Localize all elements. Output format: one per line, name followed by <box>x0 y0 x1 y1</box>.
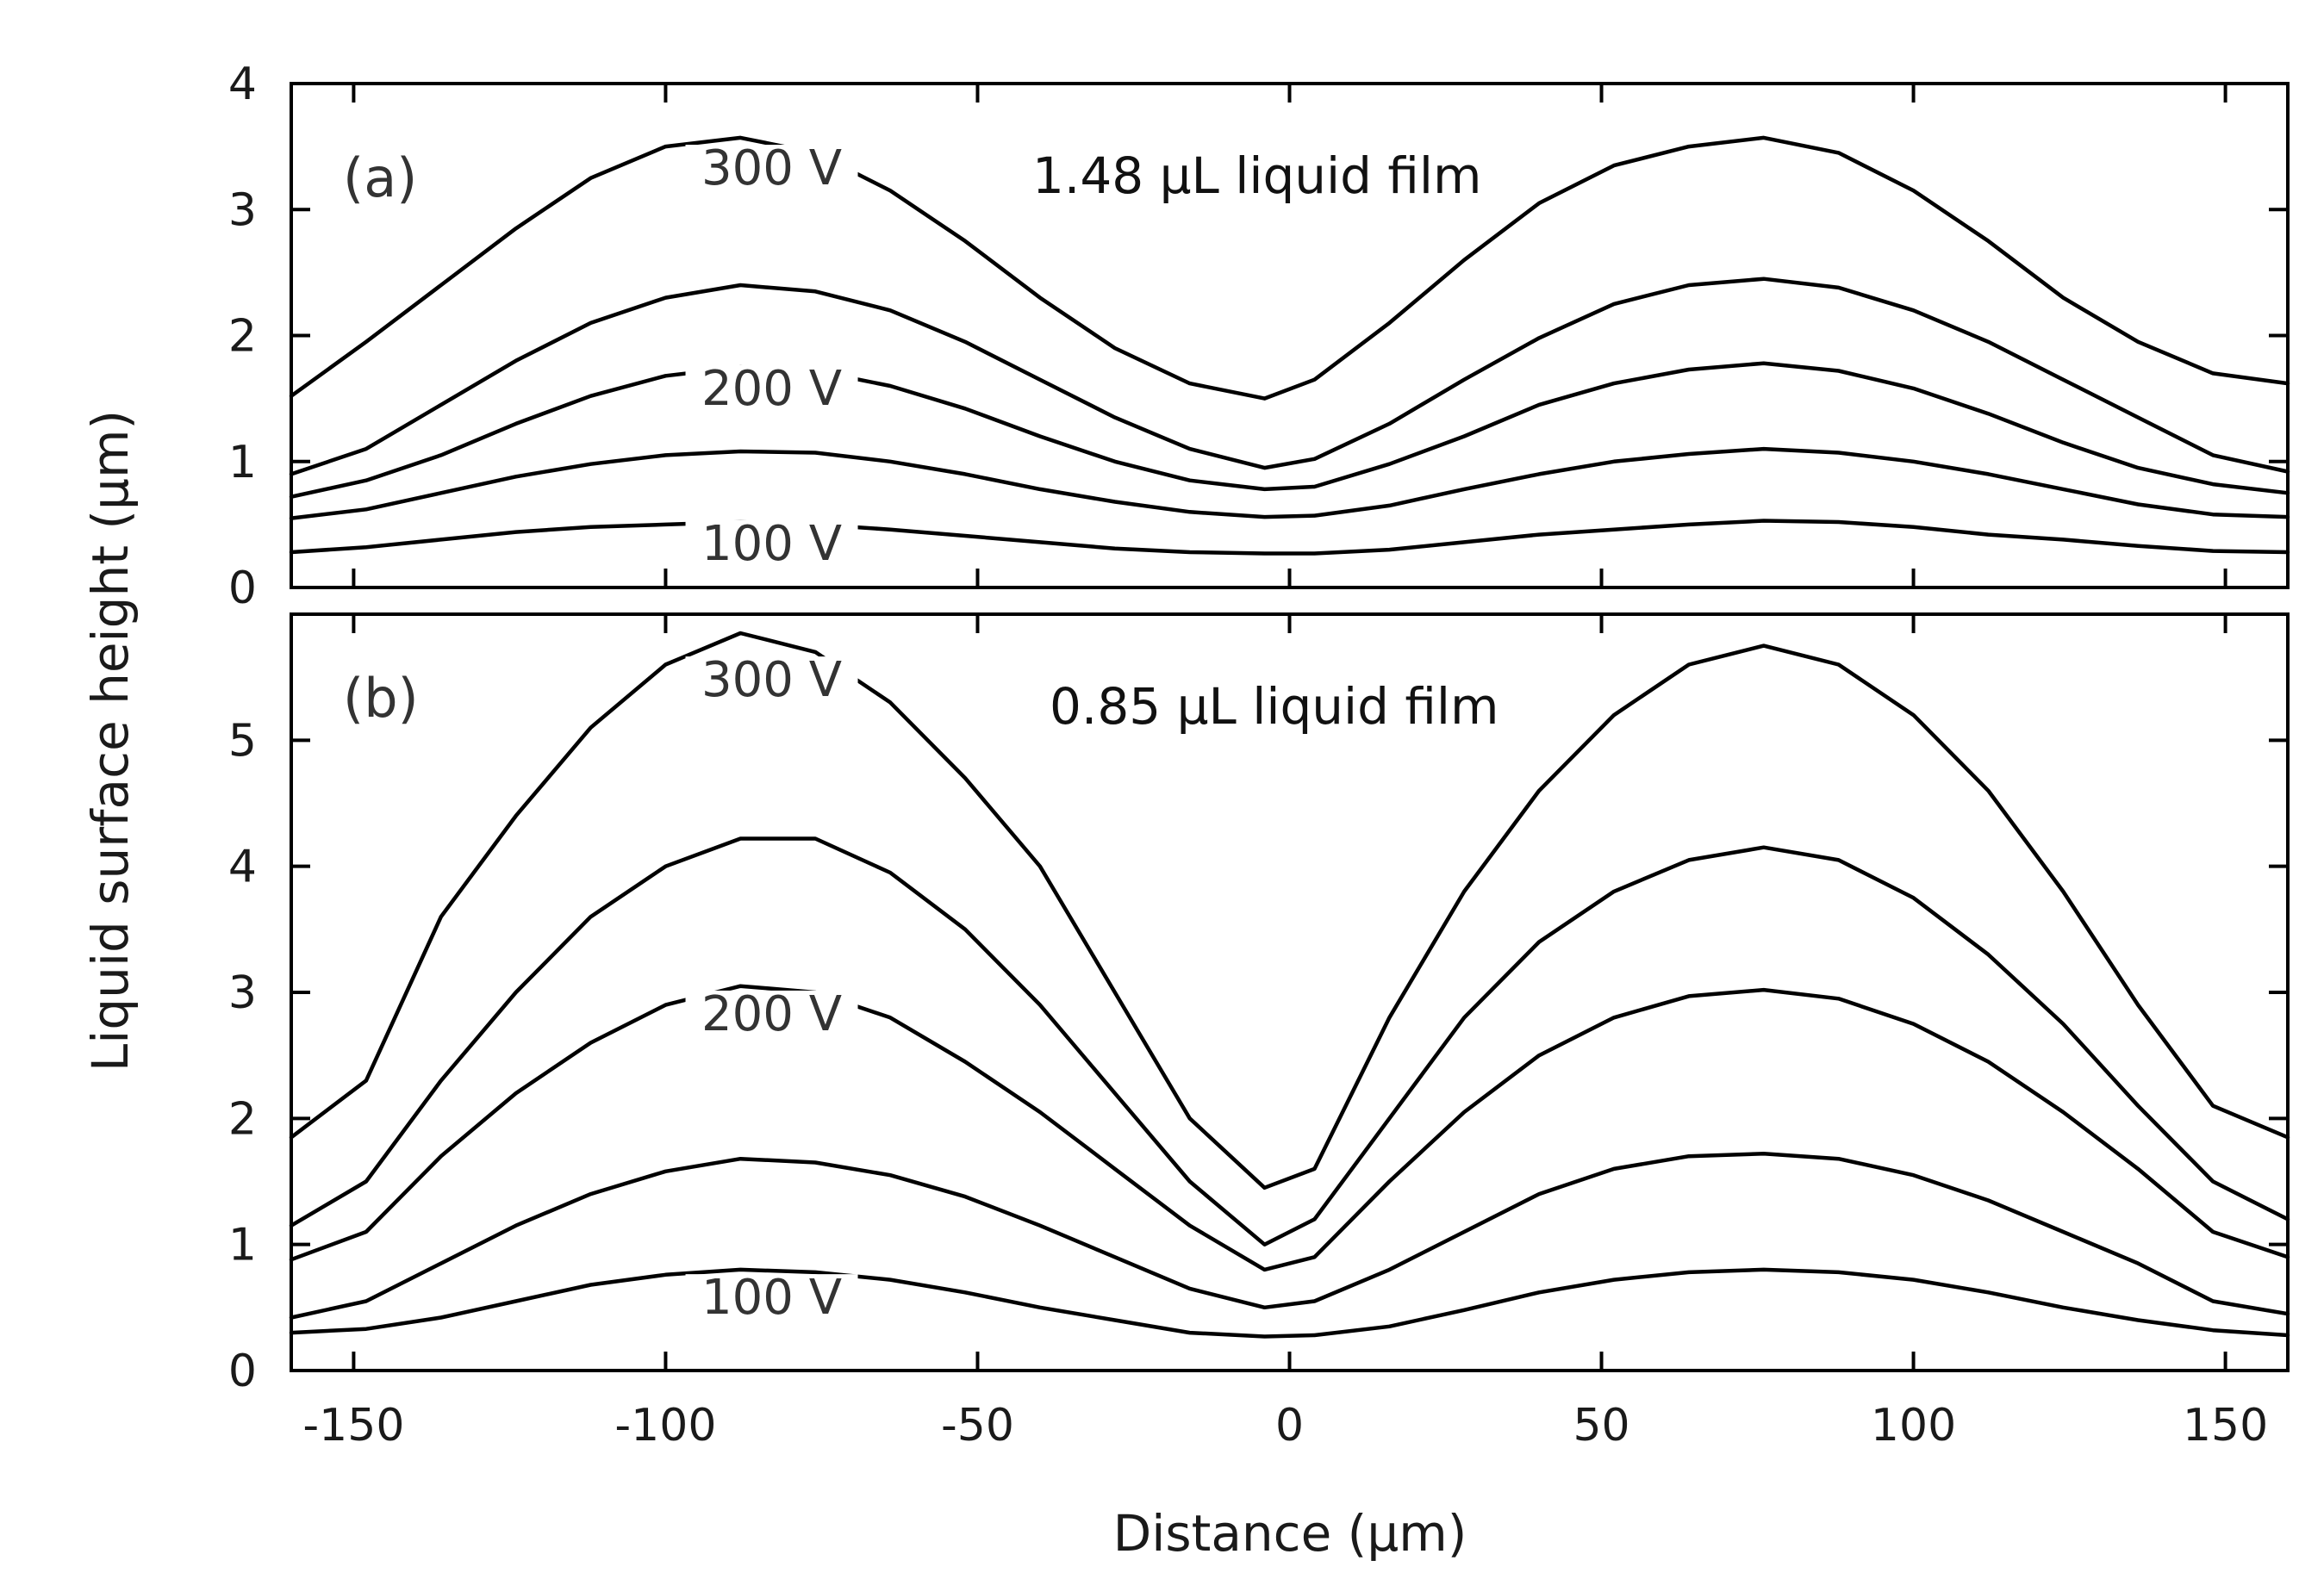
series-line-4 <box>289 446 2290 520</box>
panel-b-annotation: 0.85 μL liquid film <box>1050 677 1499 736</box>
series-line-5 <box>289 519 2290 556</box>
x-tick-label: 100 <box>1871 1400 1956 1452</box>
panel-b-tag: (b) <box>343 667 419 730</box>
y-tick-label: 4 <box>228 842 257 893</box>
voltage-label-bg <box>685 145 858 196</box>
voltage-label: 300 V <box>701 652 842 708</box>
panel-b: 0 1 2 3 4 5 -150 -100 -50 0 50 100 150 300 V 200 V 10… <box>228 612 2290 1452</box>
voltage-label: 100 V <box>701 516 842 572</box>
series-line-2 <box>289 277 2290 476</box>
panel-a-tag: (a) <box>343 146 417 209</box>
y-tick-label: 0 <box>228 563 257 614</box>
panel-b-labels: 300 V 200 V 100 V <box>685 652 858 1327</box>
x-axis-title: Distance (μm) <box>1113 1504 1467 1563</box>
voltage-label-bg <box>685 656 858 709</box>
panel-a-curves <box>289 135 2290 556</box>
x-tick-label: 0 <box>1275 1400 1304 1452</box>
panel-a-y-ticks: 0 1 2 3 4 <box>228 59 2288 614</box>
series-line-5 <box>289 1267 2290 1339</box>
x-tick-label: -150 <box>302 1400 404 1452</box>
voltage-label: 300 V <box>701 140 842 196</box>
voltage-label-bg <box>685 1274 858 1327</box>
y-tick-label: 2 <box>228 311 257 363</box>
x-tick-label: -100 <box>614 1400 716 1452</box>
series-line-1 <box>289 135 2290 401</box>
series-line-3 <box>289 361 2290 499</box>
voltage-label: 100 V <box>701 1270 842 1326</box>
series-line-1 <box>289 631 2290 1190</box>
x-tick-label: 50 <box>1573 1400 1629 1452</box>
y-tick-label: 2 <box>228 1093 257 1145</box>
voltage-label: 200 V <box>701 361 842 417</box>
series-line-3 <box>289 984 2290 1272</box>
y-tick-label: 5 <box>228 715 257 767</box>
y-tick-label: 1 <box>228 1220 257 1271</box>
y-axis-title: Liquid surface height (μm) <box>81 410 140 1072</box>
voltage-label-bg <box>685 990 858 1042</box>
panel-a: 0 1 2 3 4 300 V 200 V 100 V (a) 1.48 μL liquid… <box>228 59 2290 614</box>
y-tick-label: 1 <box>228 437 257 488</box>
panel-b-y-ticks: 0 1 2 3 4 5 <box>228 614 2288 1397</box>
y-tick-label: 4 <box>228 59 257 110</box>
panel-a-labels: 300 V 200 V 100 V <box>685 140 858 572</box>
panel-a-annotation: 1.48 μL liquid film <box>1032 146 1482 205</box>
y-tick-label: 3 <box>228 184 257 236</box>
voltage-label-bg <box>685 364 858 417</box>
series-line-2 <box>289 836 2290 1246</box>
panel-b-curves <box>289 631 2290 1339</box>
x-ticks: -150 -100 -50 0 50 100 150 <box>302 1400 2268 1452</box>
voltage-label: 200 V <box>701 986 842 1042</box>
x-tick-label: -50 <box>941 1400 1014 1452</box>
series-line-4 <box>289 1152 2290 1320</box>
x-tick-label: 150 <box>2183 1400 2268 1452</box>
y-tick-label: 0 <box>228 1346 257 1397</box>
voltage-label-bg <box>685 519 858 572</box>
y-tick-label: 3 <box>228 967 257 1019</box>
